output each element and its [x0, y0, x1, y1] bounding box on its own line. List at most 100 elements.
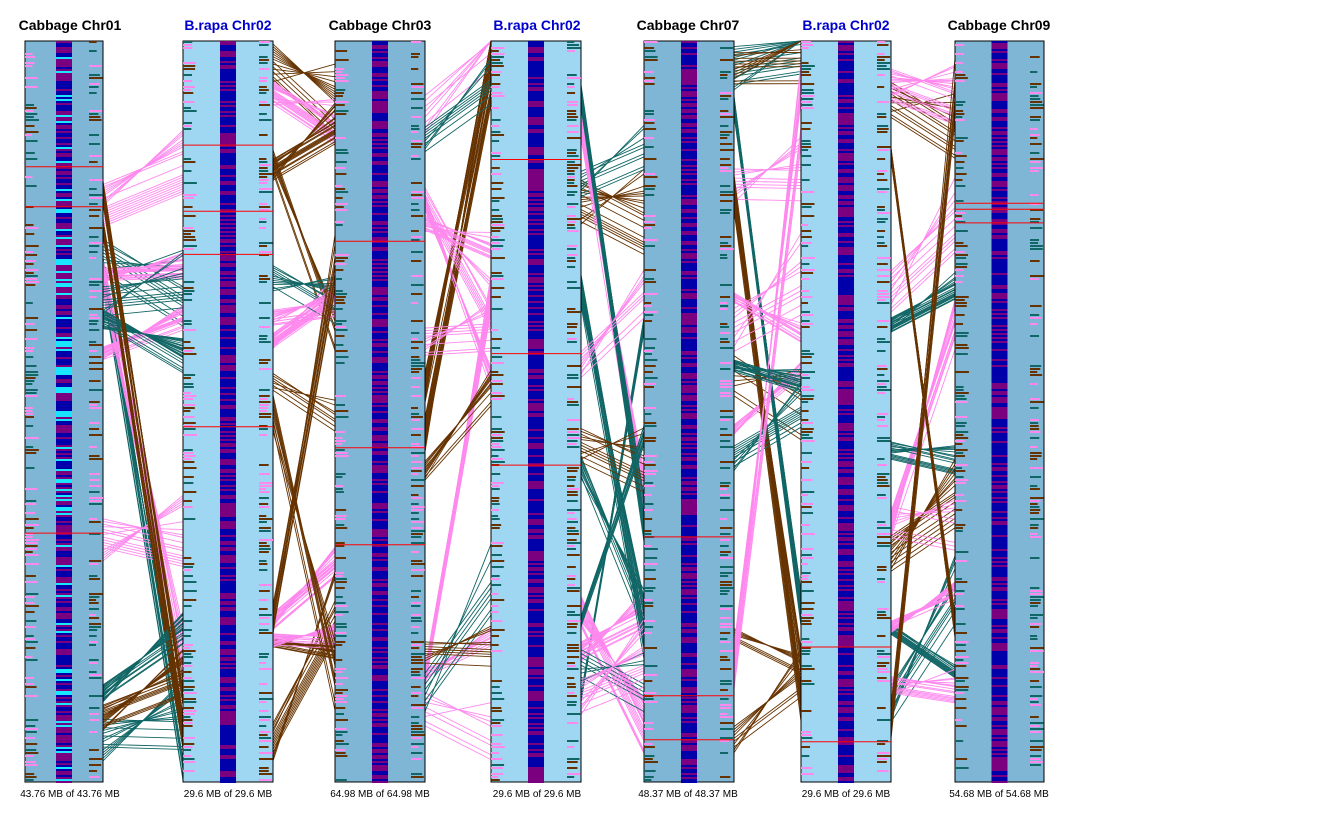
- gene-density-stripe: [372, 517, 388, 519]
- gene-density-stripe: [372, 373, 388, 375]
- syntenic-hit-stripe: [877, 608, 889, 610]
- syntenic-hit-stripe: [25, 512, 36, 514]
- syntenic-hit-stripe: [89, 677, 102, 679]
- syntenic-hit-stripe: [183, 65, 196, 67]
- gene-density-stripe: [372, 219, 388, 221]
- syntenic-hit-stripe: [259, 683, 268, 685]
- gene-density-stripe: [681, 179, 697, 181]
- syntenic-hit-stripe: [335, 50, 348, 52]
- gene-density-stripe: [56, 109, 72, 111]
- syntenic-hit-stripe: [25, 113, 38, 115]
- chromosome-track-7[interactable]: [954, 40, 1045, 783]
- syntenic-hit-stripe: [801, 350, 810, 352]
- chromosome-track-3[interactable]: [334, 40, 426, 783]
- gene-density-stripe: [681, 215, 697, 217]
- syntenic-hit-stripe: [411, 494, 419, 496]
- gene-density-stripe: [372, 281, 388, 283]
- gene-density-stripe: [838, 693, 854, 695]
- chromosome-track-5[interactable]: [643, 40, 735, 783]
- gene-density-stripe: [220, 187, 236, 189]
- synteny-link: [580, 678, 645, 705]
- gene-density-stripe: [220, 171, 236, 173]
- gene-density-stripe: [56, 367, 72, 369]
- syntenic-hit-stripe: [644, 386, 654, 388]
- syntenic-hit-stripe: [644, 602, 654, 604]
- synteny-link: [890, 93, 956, 136]
- synteny-link: [580, 670, 645, 697]
- synteny-link: [890, 692, 956, 704]
- gene-density-stripe: [991, 507, 1008, 509]
- syntenic-hit-stripe: [720, 638, 728, 640]
- gene-density-stripe: [372, 249, 388, 251]
- syntenic-hit-stripe: [183, 194, 197, 196]
- syntenic-hit-stripe: [491, 680, 502, 682]
- gene-density-stripe: [372, 139, 388, 141]
- gene-density-stripe: [56, 635, 72, 637]
- gene-density-stripe: [838, 221, 854, 223]
- gene-density-stripe: [838, 765, 854, 767]
- gene-density-stripe: [56, 495, 72, 497]
- syntenic-hit-stripe: [183, 248, 195, 250]
- gene-density-stripe: [681, 617, 697, 619]
- syntenic-hit-stripe: [335, 293, 348, 295]
- synteny-link: [102, 325, 184, 357]
- chromosome-track-4[interactable]: [490, 40, 582, 783]
- gene-density-stripe: [56, 203, 72, 205]
- syntenic-hit-stripe: [567, 260, 576, 262]
- syntenic-hit-stripe: [411, 707, 424, 709]
- gene-density-stripe: [838, 319, 854, 321]
- gene-density-stripe: [528, 381, 544, 383]
- gene-density-stripe: [372, 687, 388, 689]
- chromosome-track-2[interactable]: [182, 40, 274, 783]
- syntenic-hit-stripe: [335, 740, 344, 742]
- gene-density-stripe: [372, 469, 388, 471]
- gene-density-stripe: [220, 639, 236, 641]
- synteny-link: [272, 288, 336, 324]
- gene-density-stripe: [56, 659, 72, 661]
- syntenic-hit-stripe: [567, 686, 576, 688]
- chromosome-track-6[interactable]: [800, 40, 892, 783]
- gene-density-stripe: [372, 377, 388, 379]
- gene-density-stripe: [681, 701, 697, 703]
- gene-density-stripe: [372, 651, 388, 653]
- gene-density-stripe: [838, 493, 854, 495]
- gene-density-stripe: [838, 275, 854, 277]
- syntenic-hit-stripe: [567, 665, 576, 667]
- syntenic-hit-stripe: [491, 152, 501, 154]
- synteny-link: [580, 216, 645, 250]
- syntenic-hit-stripe: [259, 167, 268, 169]
- gene-density-stripe: [838, 191, 854, 193]
- gene-density-stripe: [681, 425, 697, 427]
- gene-density-stripe: [372, 573, 388, 575]
- syntenic-hit-stripe: [25, 119, 39, 121]
- gene-density-stripe: [991, 131, 1008, 133]
- syntenic-hit-stripe: [720, 656, 728, 658]
- gene-density-stripe: [56, 85, 72, 87]
- gene-density-stripe: [56, 355, 72, 357]
- gene-density-stripe: [991, 385, 1008, 387]
- gene-density-stripe: [372, 199, 388, 201]
- gene-density-stripe: [220, 285, 236, 287]
- syntenic-hit-stripe: [877, 425, 889, 427]
- syntenic-hit-stripe: [877, 680, 891, 682]
- gene-density-stripe: [681, 65, 697, 67]
- syntenic-hit-stripe: [567, 443, 577, 445]
- gene-density-stripe: [56, 155, 72, 157]
- gene-density-stripe: [991, 239, 1008, 241]
- gene-density-stripe: [838, 713, 854, 715]
- syntenic-hit-stripe: [801, 563, 809, 565]
- syntenic-hit-stripe: [89, 308, 103, 310]
- syntenic-hit-stripe: [183, 161, 196, 163]
- gene-density-stripe: [220, 189, 236, 191]
- gene-density-stripe: [56, 373, 72, 375]
- gene-density-stripe: [56, 549, 72, 551]
- gene-density-stripe: [528, 239, 544, 241]
- gene-density-stripe: [372, 407, 388, 409]
- syntenic-hit-stripe: [720, 71, 731, 73]
- gene-density-stripe: [838, 715, 854, 717]
- gene-density-stripe: [681, 751, 697, 753]
- syntenic-hit-stripe: [259, 59, 269, 61]
- gene-density-stripe: [991, 119, 1008, 121]
- gene-density-stripe: [838, 335, 854, 337]
- chromosome-track-1[interactable]: [24, 40, 104, 783]
